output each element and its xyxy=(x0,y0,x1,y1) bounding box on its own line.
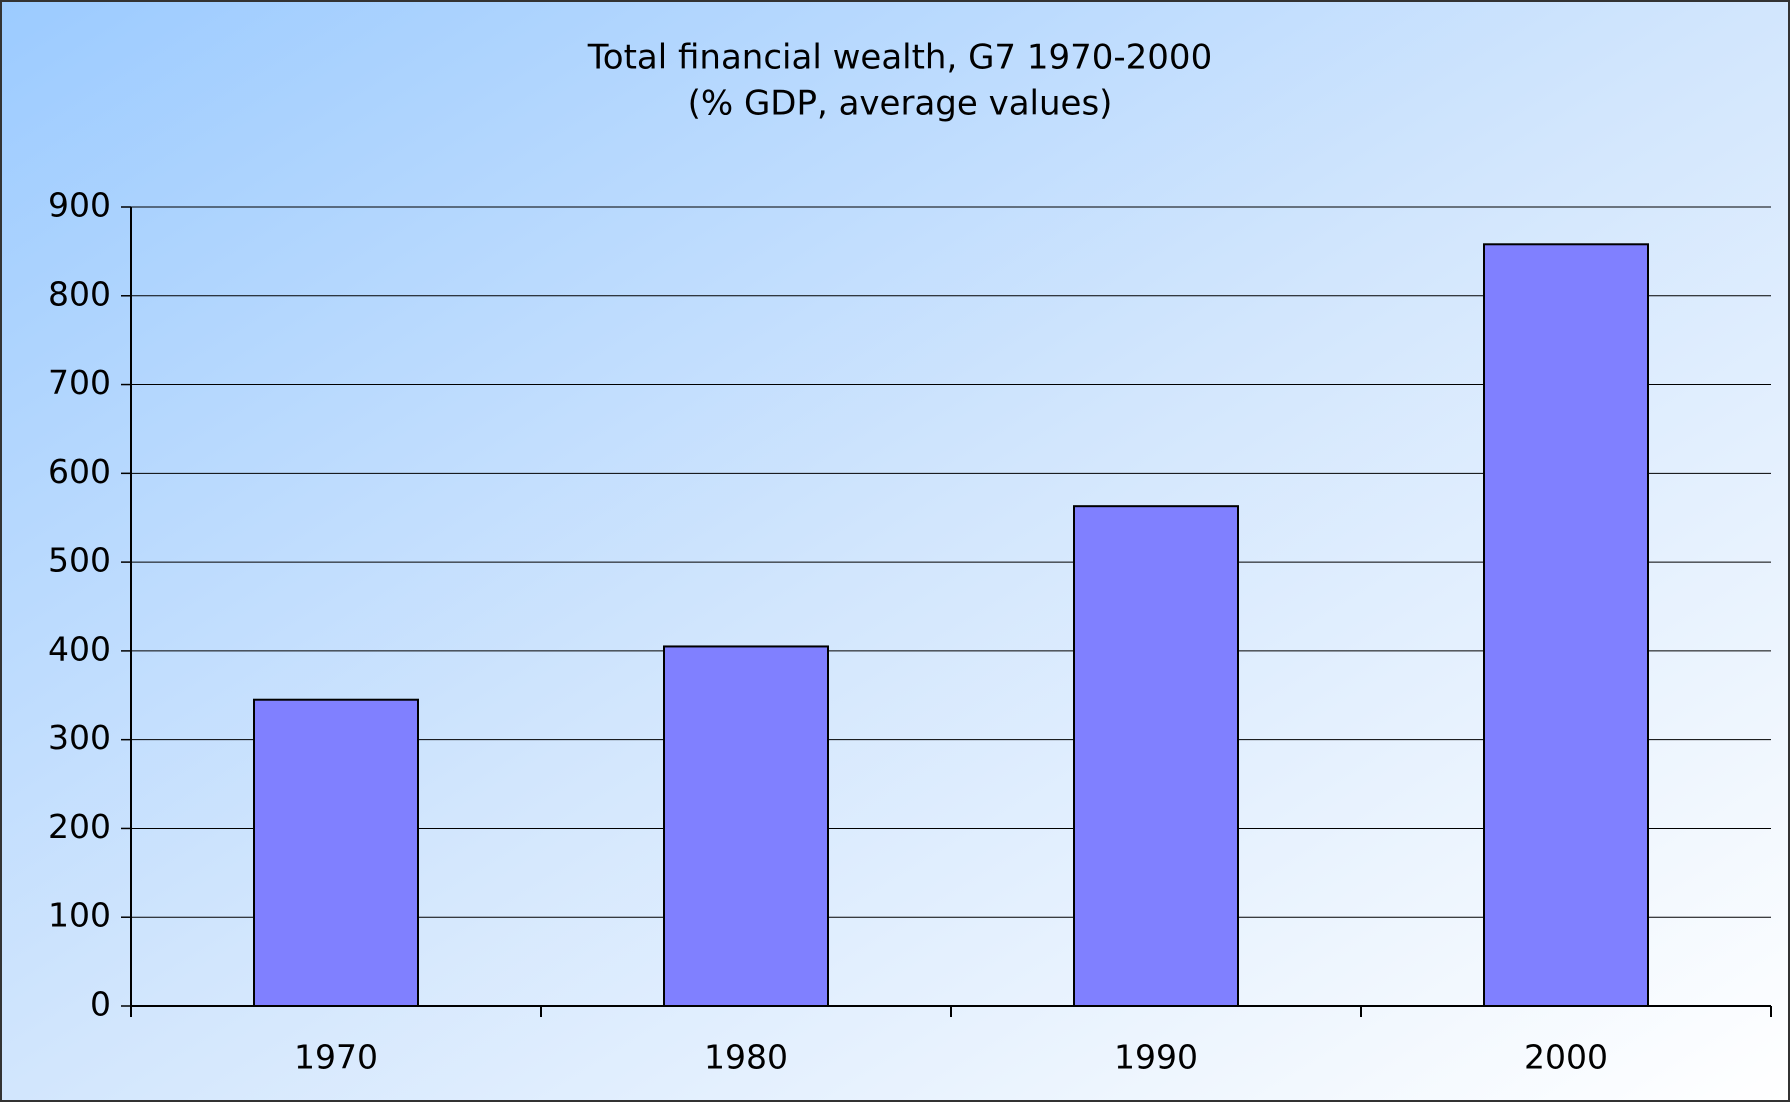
bar xyxy=(663,645,829,1007)
y-tick-label: 400 xyxy=(48,629,111,668)
x-tick-label: 1970 xyxy=(294,1038,378,1077)
y-tick-label: 600 xyxy=(48,452,111,491)
y-tick-label: 0 xyxy=(90,985,111,1024)
x-tick-label: 1990 xyxy=(1114,1038,1198,1077)
chart-title: Total financial wealth, G7 1970-2000 xyxy=(587,38,1212,78)
x-tick-label: 2000 xyxy=(1524,1038,1608,1077)
x-tick-label: 1980 xyxy=(704,1038,788,1077)
y-tick-label: 700 xyxy=(48,363,111,402)
y-tick-label: 500 xyxy=(48,541,111,580)
bar xyxy=(1073,505,1239,1007)
y-tick-label: 200 xyxy=(48,807,111,846)
y-tick-label: 800 xyxy=(48,274,111,313)
chart-subtitle: (% GDP, average values) xyxy=(688,84,1113,124)
y-tick-label: 300 xyxy=(48,718,111,757)
y-tick-label: 100 xyxy=(48,896,111,935)
bar xyxy=(253,698,419,1007)
bar xyxy=(1483,243,1649,1007)
y-tick-label: 900 xyxy=(48,186,111,225)
